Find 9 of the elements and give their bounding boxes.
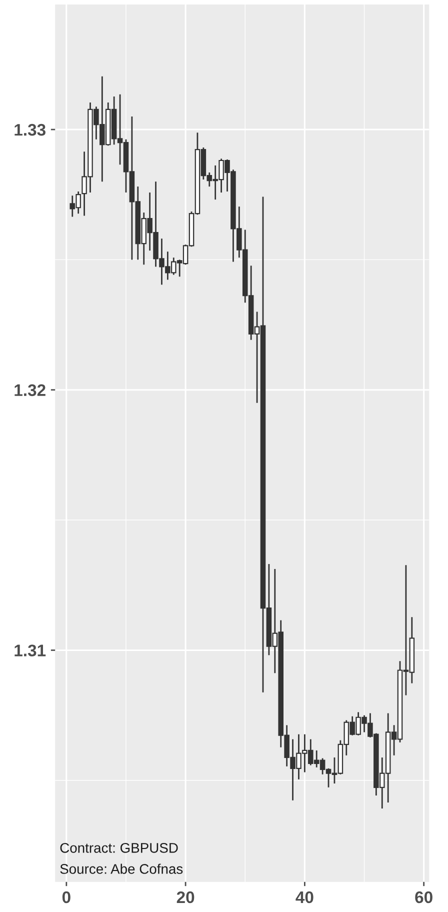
x-tick-label: 60: [415, 891, 432, 904]
x-tick-label: 0: [62, 891, 70, 904]
x-tick-label: 20: [176, 891, 194, 904]
y-tick-label: 1.33: [14, 124, 46, 136]
y-tick-label: 1.31: [14, 644, 46, 656]
x-tick-label: 40: [296, 891, 314, 904]
annotation: Contract: GBPUSD: [60, 843, 178, 853]
y-tick-label: 1.32: [14, 384, 46, 396]
annotation: Source: Abe Cofnas: [60, 864, 183, 874]
